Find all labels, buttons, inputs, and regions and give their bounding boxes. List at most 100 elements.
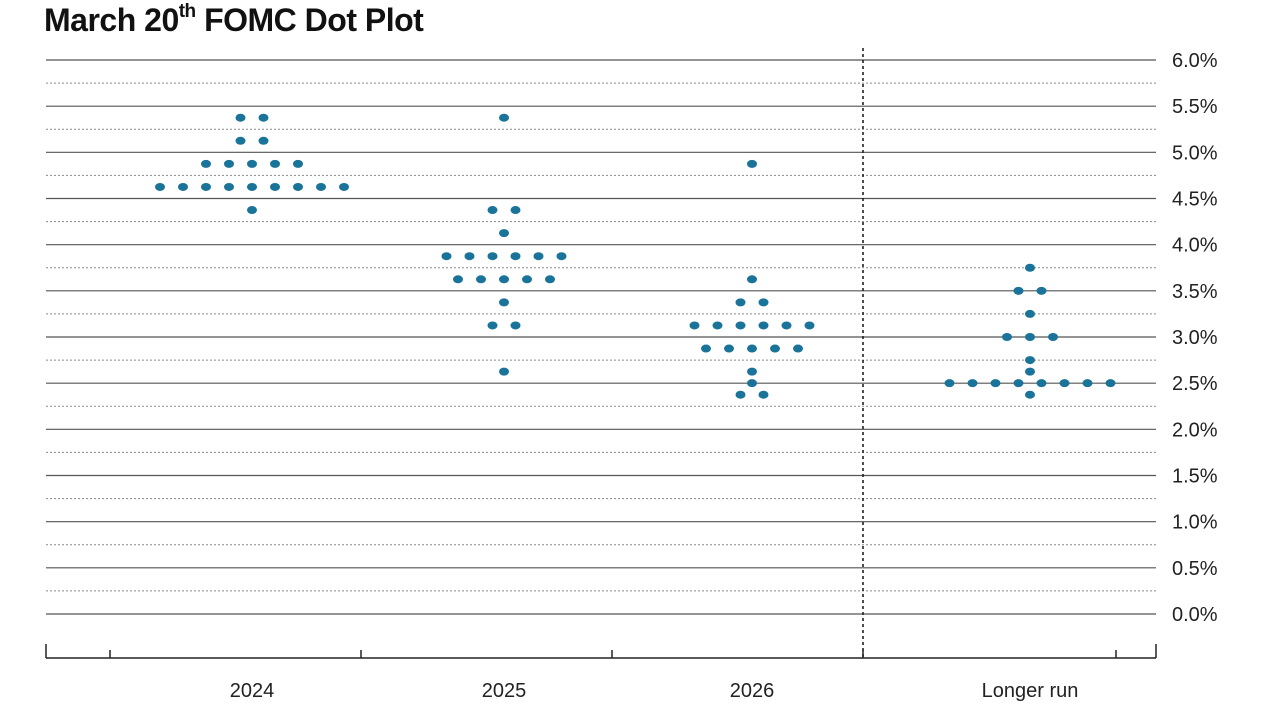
- dot-projection: [1013, 286, 1024, 295]
- y-tick-label: 6.0%: [1172, 50, 1218, 72]
- y-tick-label: 5.5%: [1172, 96, 1218, 118]
- label-layer: 0.0% 0.5% 1.0% 1.5% 2.0% 2.5% 3.0% 3.5% 4.0% 4.5%…: [230, 50, 1218, 702]
- chart-title-suffix: FOMC Dot Plot: [195, 2, 424, 38]
- dot-projection: [499, 298, 509, 307]
- x-category-label: 2024: [230, 680, 275, 702]
- dots-layer: [155, 113, 1116, 399]
- x-category-label: 2025: [482, 680, 527, 702]
- y-tick-label: 5.0%: [1172, 142, 1218, 164]
- dot-projection: [293, 159, 303, 168]
- dot-projection: [339, 182, 349, 191]
- dot-projection: [747, 344, 757, 353]
- dot-projection: [1082, 379, 1093, 388]
- dot-projection: [1025, 390, 1035, 399]
- dot-projection: [441, 252, 452, 261]
- dot-projection: [1059, 379, 1070, 388]
- dot-projection: [510, 321, 521, 330]
- dot-projection: [235, 136, 246, 145]
- y-tick-label: 1.0%: [1172, 512, 1218, 534]
- y-tick-label: 2.0%: [1172, 419, 1218, 441]
- chart-title-prefix: March 20: [44, 2, 179, 38]
- dot-projection: [510, 206, 521, 215]
- dot-projection: [735, 298, 746, 307]
- dot-projection: [1025, 263, 1035, 272]
- dot-projection: [758, 390, 769, 399]
- dot-projection: [967, 379, 978, 388]
- dot-projection: [1036, 379, 1047, 388]
- dot-projection: [758, 298, 769, 307]
- dot-projection: [247, 206, 257, 215]
- dot-projection: [499, 367, 509, 376]
- x-category-label: 2026: [730, 680, 775, 702]
- dot-projection: [758, 321, 769, 330]
- chart-title: March 20th FOMC Dot Plot: [44, 1, 424, 39]
- dot-projection: [235, 113, 246, 122]
- dot-projection: [1025, 367, 1035, 376]
- dot-projection: [224, 182, 234, 191]
- dot-projection: [499, 113, 509, 122]
- dot-projection: [1025, 309, 1035, 318]
- dot-projection: [804, 321, 815, 330]
- dot-projection: [270, 159, 280, 168]
- dot-projection: [224, 159, 234, 168]
- dot-projection: [293, 182, 303, 191]
- dot-projection: [178, 182, 188, 191]
- dot-projection: [201, 159, 211, 168]
- dot-projection: [1105, 379, 1116, 388]
- dot-projection: [556, 252, 567, 261]
- y-tick-label: 4.5%: [1172, 189, 1218, 211]
- y-tick-label: 4.0%: [1172, 235, 1218, 257]
- dot-projection: [487, 206, 498, 215]
- dot-projection: [487, 321, 498, 330]
- dot-projection: [701, 344, 711, 353]
- dot-projection: [735, 321, 746, 330]
- chart-title-superscript: th: [178, 1, 196, 23]
- dot-projection: [510, 252, 521, 261]
- dot-projection: [201, 182, 211, 191]
- dot-projection: [258, 136, 269, 145]
- grid-layer: [46, 59, 1156, 615]
- dot-projection: [487, 252, 498, 261]
- dot-projection: [770, 344, 780, 353]
- dot-projection: [247, 159, 257, 168]
- dot-projection: [522, 275, 532, 284]
- dot-projection: [747, 275, 757, 284]
- y-tick-label: 1.5%: [1172, 466, 1218, 488]
- dot-projection: [1048, 333, 1058, 341]
- dot-projection: [747, 367, 757, 376]
- dot-projection: [499, 275, 509, 284]
- x-category-label: Longer run: [982, 680, 1079, 702]
- dot-projection: [270, 182, 280, 191]
- dot-projection: [944, 379, 955, 388]
- axis-layer: [45, 48, 1157, 659]
- y-tick-label: 0.5%: [1172, 558, 1218, 580]
- dot-projection: [1025, 333, 1035, 341]
- y-tick-label: 3.5%: [1172, 281, 1218, 303]
- dot-projection: [793, 344, 803, 353]
- dot-projection: [316, 182, 326, 191]
- dot-projection: [1013, 379, 1024, 388]
- dot-projection: [453, 275, 463, 284]
- dot-projection: [724, 344, 734, 353]
- dot-projection: [464, 252, 475, 261]
- dot-projection: [155, 182, 165, 191]
- dot-projection: [689, 321, 700, 330]
- dot-projection: [747, 379, 757, 388]
- dot-projection: [1036, 286, 1047, 295]
- dot-projection: [735, 390, 746, 399]
- dot-projection: [1025, 356, 1035, 365]
- y-tick-label: 0.0%: [1172, 604, 1218, 626]
- dot-projection: [476, 275, 486, 284]
- dot-projection: [545, 275, 555, 284]
- y-tick-label: 2.5%: [1172, 373, 1218, 395]
- dot-projection: [781, 321, 792, 330]
- dot-projection: [499, 229, 509, 238]
- dot-projection: [712, 321, 723, 330]
- dot-projection: [1002, 333, 1012, 341]
- dot-projection: [747, 159, 757, 168]
- dot-projection: [990, 379, 1001, 388]
- y-tick-label: 3.0%: [1172, 327, 1218, 349]
- dot-projection: [247, 182, 257, 191]
- dot-projection: [258, 113, 269, 122]
